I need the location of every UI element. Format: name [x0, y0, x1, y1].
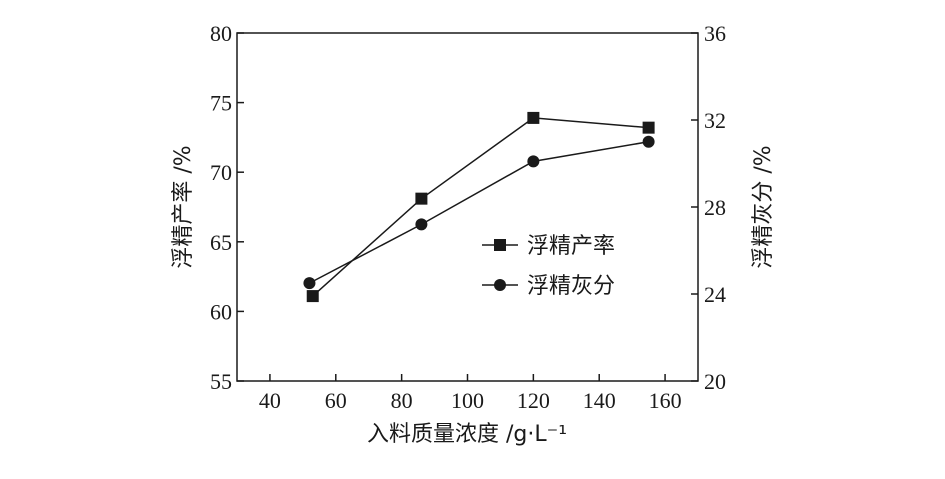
y-left-tick-label: 70: [210, 160, 232, 185]
x-tick-label: 120: [517, 388, 550, 413]
x-axis-ticks: 40 60 80 100 120 140 160: [259, 374, 682, 413]
series-line: [309, 141, 649, 284]
square-marker: [306, 290, 319, 303]
legend-label: 浮精产率: [527, 234, 615, 259]
legend-circle-marker: [494, 279, 506, 291]
y-right-tick-label: 32: [704, 108, 726, 133]
square-marker: [527, 111, 540, 124]
x-tick-label: 40: [259, 388, 281, 413]
legend-label: 浮精灰分: [527, 274, 615, 299]
y-right-tick-label: 20: [704, 369, 726, 394]
square-marker: [415, 192, 428, 205]
x-tick-label: 80: [391, 388, 413, 413]
x-tick-label: 100: [451, 388, 484, 413]
y-right-tick-label: 28: [704, 195, 726, 220]
x-tick-label: 140: [583, 388, 616, 413]
y-axis-right-ticks: 20 24 28 32 36: [691, 21, 726, 394]
y-axis-left-label: 浮精产率 /%: [171, 145, 196, 268]
y-right-tick-label: 24: [704, 282, 726, 307]
x-tick-label: 60: [325, 388, 347, 413]
circle-marker: [642, 135, 655, 148]
circle-marker: [415, 218, 428, 231]
legend-square-marker: [494, 239, 506, 251]
x-axis-label: 入料质量浓度 /g·L⁻¹: [367, 422, 567, 447]
circle-marker: [527, 155, 540, 168]
series-layer: [303, 111, 655, 303]
y-left-tick-label: 60: [210, 299, 232, 324]
y-left-tick-label: 65: [210, 230, 232, 255]
y-axis-right-label: 浮精灰分 /%: [751, 145, 776, 268]
y-axis-left-ticks: 55 60 65 70 75 80: [210, 21, 244, 394]
y-left-tick-label: 75: [210, 91, 232, 116]
y-right-tick-label: 36: [704, 21, 726, 46]
y-left-tick-label: 55: [210, 369, 232, 394]
circle-marker: [303, 277, 316, 290]
x-tick-label: 160: [649, 388, 682, 413]
square-marker: [642, 121, 655, 134]
series-line: [312, 117, 649, 297]
y-left-tick-label: 80: [210, 21, 232, 46]
plot-frame: [236, 32, 699, 382]
